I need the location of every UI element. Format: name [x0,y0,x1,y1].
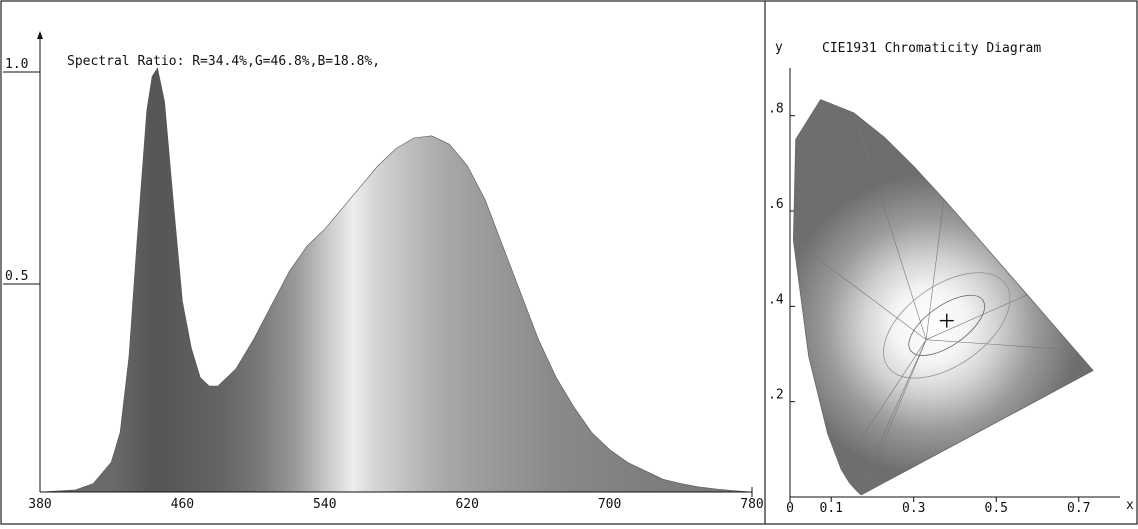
cie-panel: CIE1931 Chromaticity Diagram y x 0 0.1 0.3… [768,40,1134,516]
cie-region-boundary [793,240,927,340]
spectrum-x-tick-label: 460 [171,497,194,512]
y-axis-arrow [37,31,43,39]
spectrum-x-tick-label: 700 [598,497,621,512]
cie-y-ticks: .8 .6 .4 .2 [768,102,795,403]
cie-y-tick-label: .2 [768,388,784,403]
cie-x-tick-label: 0.5 [985,501,1008,516]
cie-color-regions [793,112,1076,495]
cie-region-boundary [840,339,927,470]
cie-region-boundary [857,339,927,492]
cie-region-boundary [926,339,1076,351]
spectral-ratio-title: Spectral Ratio: R=34.4%,G=46.8%,B=18.8%, [67,54,380,69]
spectrum-y-ticks: 1.0 0.5 [3,57,40,285]
spectrum-x-tick-label: 540 [313,497,336,512]
spectrum-x-tick-label: 380 [28,497,51,512]
cie-white-region-outline [908,294,985,356]
spectrum-y-tick-label: 1.0 [5,57,28,72]
spectrum-x-tick-label: 780 [740,497,763,512]
cie-y-tick-label: .6 [768,197,784,212]
cie-title: CIE1931 Chromaticity Diagram [822,41,1041,56]
chromaticity-point-marker [939,313,954,328]
spectrum-x-ticks: 380 460 540 620 700 780 [28,497,763,512]
cie-x-tick-label: 0 [786,501,794,516]
spectrum-panel: 380 460 540 620 700 780 1.0 0.5 Spectral Ratio… [3,31,764,512]
cie-x-axis-label: x [1126,498,1134,513]
spectrum-area [39,67,753,493]
cie-y-axis-label: y [775,40,783,55]
cie-region-boundary [861,339,927,495]
cie-region-boundary [926,294,1028,340]
cie-spectral-locus [793,99,1094,495]
cie-x-tick-label: 0.7 [1067,501,1090,516]
cie-region-boundary [925,199,945,340]
cie-x-tick-label: 0.1 [820,501,843,516]
cie-near-white-region-outline [883,272,1011,379]
cie-y-tick-label: .4 [768,292,784,307]
cie-region-boundary [853,112,927,340]
cie-x-tick-label: 0.3 [902,501,925,516]
spectrum-x-tick-label: 620 [455,497,478,512]
cie-locus-outline [792,99,1094,496]
cie-y-tick-label: .8 [768,102,784,117]
cie-x-ticks: 0 0.1 0.3 0.5 0.7 [786,497,1090,516]
spectrum-y-tick-label: 0.5 [5,269,28,284]
